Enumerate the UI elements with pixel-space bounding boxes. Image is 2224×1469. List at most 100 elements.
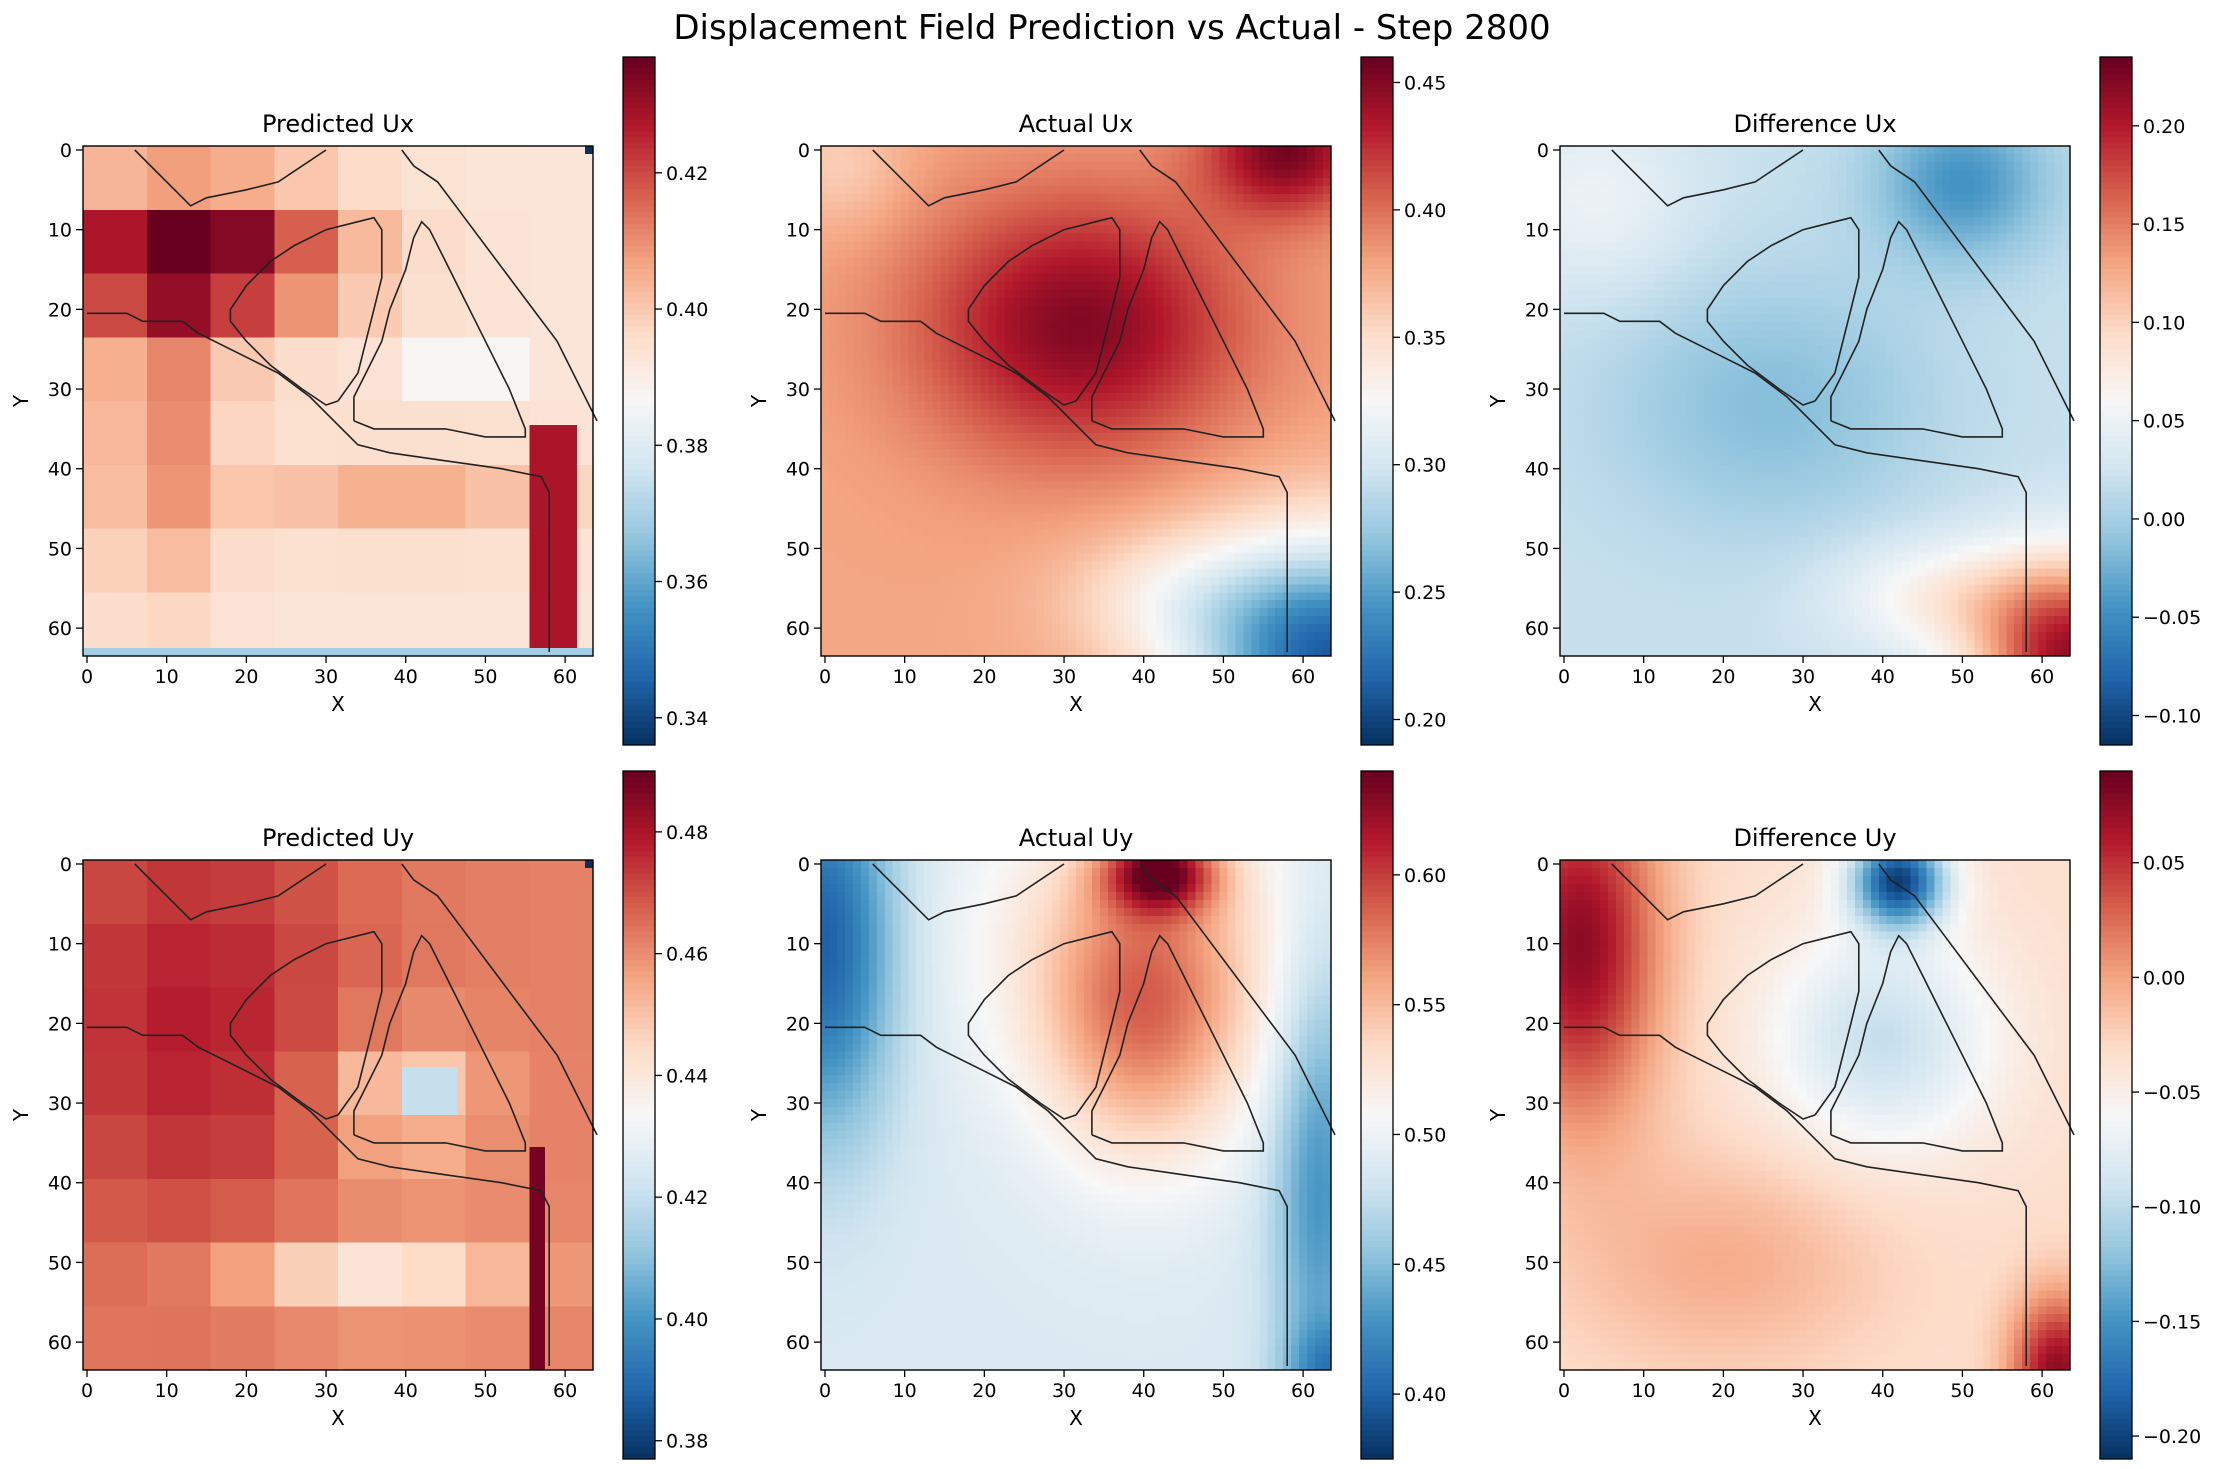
heatmap-cell [274, 401, 283, 410]
heatmap-cell [306, 361, 315, 370]
heatmap-cell [298, 481, 307, 490]
heatmap-cell [195, 234, 204, 243]
heatmap-cell [314, 170, 323, 179]
heatmap-cell [258, 377, 267, 386]
heatmap-cell [171, 321, 180, 330]
heatmap-cell [195, 353, 204, 362]
heatmap-cell [354, 457, 363, 466]
heatmap-cell [131, 242, 140, 251]
heatmap-cell [147, 234, 156, 243]
heatmap-cell [314, 497, 323, 506]
heatmap-cell [450, 497, 459, 506]
heatmap-cell [497, 385, 506, 394]
heatmap-cell [322, 258, 331, 267]
heatmap-cell [497, 226, 506, 235]
heatmap-cell [426, 297, 435, 306]
heatmap-cell [418, 210, 427, 219]
heatmap-cell [155, 473, 164, 482]
heatmap-cell [473, 274, 482, 283]
heatmap-cell [83, 457, 92, 466]
heatmap-cell [450, 170, 459, 179]
heatmap-cell [466, 393, 475, 402]
heatmap-cell [91, 497, 100, 506]
heatmap-cell [234, 305, 243, 314]
heatmap-cell [426, 361, 435, 370]
heatmap-cell [187, 441, 196, 450]
heatmap-cell [139, 210, 148, 219]
heatmap-cell [171, 481, 180, 490]
heatmap-cell [282, 337, 291, 346]
heatmap-cell [402, 281, 411, 290]
heatmap-cell [338, 433, 347, 442]
heatmap-cell [553, 465, 562, 474]
heatmap-cell [450, 234, 459, 243]
heatmap-cell [466, 353, 475, 362]
heatmap-cell [569, 473, 578, 482]
heatmap-cell [226, 154, 235, 163]
heatmap-cell [123, 369, 132, 378]
heatmap-cell [473, 385, 482, 394]
heatmap-cell [418, 274, 427, 283]
heatmap-cell [195, 377, 204, 386]
heatmap-cell [107, 401, 116, 410]
heatmap-cell [354, 289, 363, 298]
heatmap-cell [394, 417, 403, 426]
heatmap-cell [434, 218, 443, 227]
heatmap-cell [147, 473, 156, 482]
heatmap-cell [466, 234, 475, 243]
heatmap-cell [481, 321, 490, 330]
heatmap-cell [378, 409, 387, 418]
heatmap-cell [195, 449, 204, 458]
heatmap-panel-1: Predicted Ux0 10 20 30 40 50 600102030405060XY… [9, 57, 708, 746]
heatmap-cell [370, 465, 379, 474]
heatmap-cell [195, 154, 204, 163]
heatmap-cell [131, 393, 140, 402]
heatmap-cell [115, 433, 124, 442]
heatmap-cell [370, 393, 379, 402]
heatmap-cell [489, 457, 498, 466]
heatmap-cell [139, 505, 148, 514]
heatmap-cell [386, 441, 395, 450]
heatmap-cell [282, 433, 291, 442]
heatmap-cell [258, 321, 267, 330]
heatmap-cell [458, 194, 467, 203]
heatmap-cell [378, 353, 387, 362]
heatmap-cell [123, 497, 132, 506]
heatmap-cell [179, 266, 188, 275]
heatmap-cell [473, 218, 482, 227]
heatmap-cell [473, 489, 482, 498]
heatmap-cell [147, 258, 156, 267]
heatmap-cell [362, 194, 371, 203]
heatmap-cell [370, 329, 379, 338]
heatmap-cell [569, 393, 578, 402]
heatmap-cell [378, 505, 387, 514]
heatmap-cell [513, 321, 522, 330]
heatmap-cell [410, 409, 419, 418]
heatmap-cell [139, 170, 148, 179]
heatmap-cell [450, 377, 459, 386]
heatmap-cell [473, 178, 482, 187]
heatmap-cell [187, 218, 196, 227]
heatmap-cell [226, 473, 235, 482]
heatmap-cell [553, 162, 562, 171]
heatmap-cell [250, 194, 259, 203]
heatmap-cell [338, 457, 347, 466]
heatmap-cell [577, 178, 586, 187]
heatmap-cell [171, 345, 180, 354]
heatmap-cell [290, 409, 299, 418]
heatmap-cell [258, 369, 267, 378]
heatmap-cell [545, 234, 554, 243]
heatmap-cell [155, 305, 164, 314]
heatmap-cell [211, 329, 220, 338]
heatmap-cell [442, 441, 451, 450]
heatmap-cell [370, 473, 379, 482]
heatmap-cell [354, 497, 363, 506]
heatmap-cell [434, 473, 443, 482]
heatmap-cell [115, 313, 124, 322]
heatmap-cell [258, 481, 267, 490]
heatmap-cell [282, 321, 291, 330]
heatmap-cell [171, 281, 180, 290]
heatmap-cell [203, 186, 212, 195]
heatmap-cell [553, 489, 562, 498]
heatmap-cell [402, 441, 411, 450]
